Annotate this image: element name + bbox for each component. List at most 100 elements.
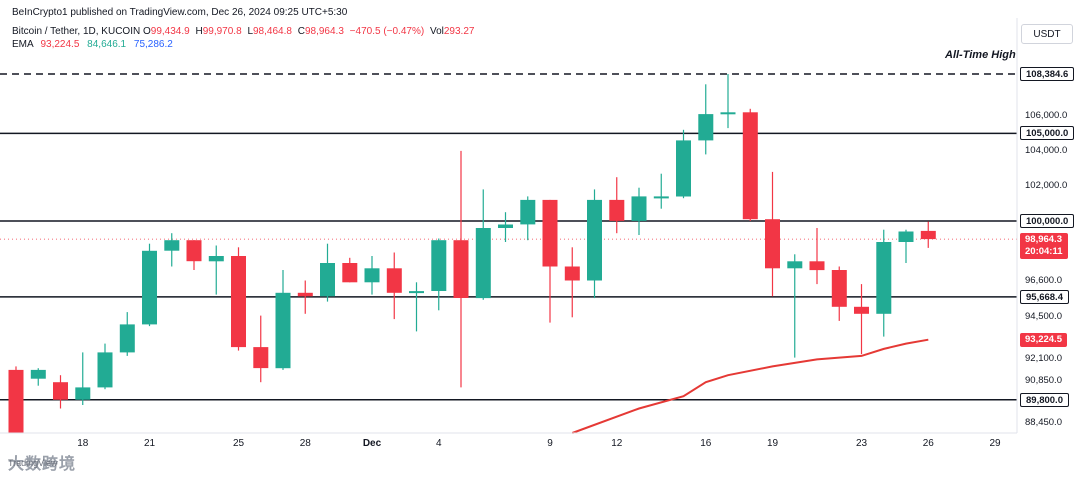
candle — [231, 247, 246, 351]
candle-body — [898, 231, 914, 242]
candle-body — [164, 240, 180, 251]
candle-body — [320, 263, 335, 297]
candle — [475, 189, 491, 300]
candle-body — [765, 219, 780, 269]
candle-body — [386, 268, 402, 293]
vol-value: 293.27 — [443, 26, 475, 37]
price-tick: 106,000.0 — [1025, 109, 1068, 121]
candle — [698, 84, 714, 155]
candle-body — [920, 230, 936, 240]
candle-body — [53, 382, 68, 400]
candle-body — [409, 291, 424, 294]
time-axis-label: 21 — [143, 438, 156, 449]
candle-body — [587, 199, 602, 281]
candle-body — [631, 196, 647, 221]
price-label-level: 95,668.4 — [1020, 289, 1069, 304]
candle — [809, 228, 825, 285]
open-value: 99,434.9 — [150, 26, 190, 37]
candle — [253, 315, 269, 383]
candle — [765, 171, 780, 297]
candle — [609, 177, 625, 234]
candle — [854, 284, 869, 355]
price-label-level: 89,800.0 — [1020, 392, 1069, 407]
candle-body — [342, 263, 358, 283]
price-tick: 92,100.0 — [1025, 353, 1062, 365]
candle — [676, 129, 691, 199]
candle — [587, 189, 602, 299]
vol-key: Vol — [429, 26, 444, 37]
open-key: O — [142, 26, 151, 37]
ema-value-2: 84,646.1 — [87, 39, 127, 50]
time-axis-label: 25 — [232, 438, 245, 449]
tradingview-logo: TradingView — [8, 458, 58, 468]
candle — [564, 247, 580, 318]
price-tick: 88,450.0 — [1025, 417, 1062, 429]
candle-body — [653, 196, 669, 199]
candle — [498, 212, 513, 242]
price-label-level: 100,000.0 — [1020, 214, 1075, 228]
high-value: 99,970.8 — [202, 26, 242, 37]
current-price-label: 98,964.3 20:04:11 — [1020, 233, 1068, 260]
candle — [720, 74, 736, 129]
candle-body — [208, 256, 224, 262]
time-axis-label: 18 — [77, 438, 89, 449]
candle — [97, 343, 113, 390]
close-key: C — [297, 26, 305, 37]
candle-body — [364, 268, 380, 283]
candle-body — [809, 261, 825, 271]
candle-body — [854, 306, 869, 314]
candle — [653, 173, 669, 209]
price-tick: 90,850.0 — [1025, 375, 1062, 387]
currency-selector[interactable]: USDT — [1021, 24, 1073, 44]
candle-body — [876, 242, 892, 314]
time-axis-label: 9 — [547, 438, 553, 449]
candle — [75, 352, 91, 405]
candle — [186, 240, 202, 270]
candle — [53, 375, 68, 409]
candle — [364, 256, 380, 295]
candle-body — [564, 266, 580, 281]
candle-body — [609, 199, 625, 221]
candle-body — [231, 256, 246, 348]
candle — [431, 238, 447, 311]
ema-value-1: 93,224.5 — [40, 39, 80, 50]
time-axis-label: 19 — [766, 438, 779, 449]
all-time-high-annotation: All-Time High — [945, 49, 1016, 61]
high-key: H — [195, 26, 203, 37]
time-axis-label: 12 — [611, 438, 623, 449]
time-axis-label: 26 — [922, 438, 934, 449]
candle — [453, 150, 469, 388]
candle-body — [520, 199, 536, 225]
time-axis-label: 28 — [299, 438, 311, 449]
candle-body — [119, 324, 135, 353]
candle-body — [742, 112, 758, 220]
candle — [8, 366, 24, 433]
candle-body — [498, 224, 513, 228]
publisher-line: BeInCrypto1 published on TradingView.com… — [12, 7, 348, 18]
price-tick: 102,000.0 — [1025, 179, 1068, 191]
time-axis-label: 16 — [700, 438, 712, 449]
candle-body — [698, 114, 714, 141]
close-value: 98,964.3 — [304, 26, 344, 37]
candle — [119, 312, 135, 356]
candle-body — [8, 369, 24, 433]
candle-body — [75, 387, 91, 400]
candle — [876, 229, 892, 337]
low-key: L — [247, 26, 253, 37]
candle — [386, 252, 402, 320]
candle-body — [431, 240, 447, 291]
candle-body — [97, 352, 113, 388]
ema-row[interactable]: EMA 93,224.5 84,646.1 75,286.2 — [12, 39, 173, 50]
candle-body — [30, 369, 46, 379]
symbol-title[interactable]: Bitcoin / Tether, 1D, KUCOIN — [12, 26, 141, 37]
candle — [631, 187, 647, 235]
candle — [742, 108, 758, 221]
candle — [898, 229, 914, 263]
candle-body — [253, 347, 269, 369]
candle — [275, 270, 291, 370]
ema-label: EMA — [12, 39, 34, 50]
ema-value-3: 75,286.2 — [133, 39, 173, 50]
price-label-level: 105,000.0 — [1020, 126, 1075, 141]
